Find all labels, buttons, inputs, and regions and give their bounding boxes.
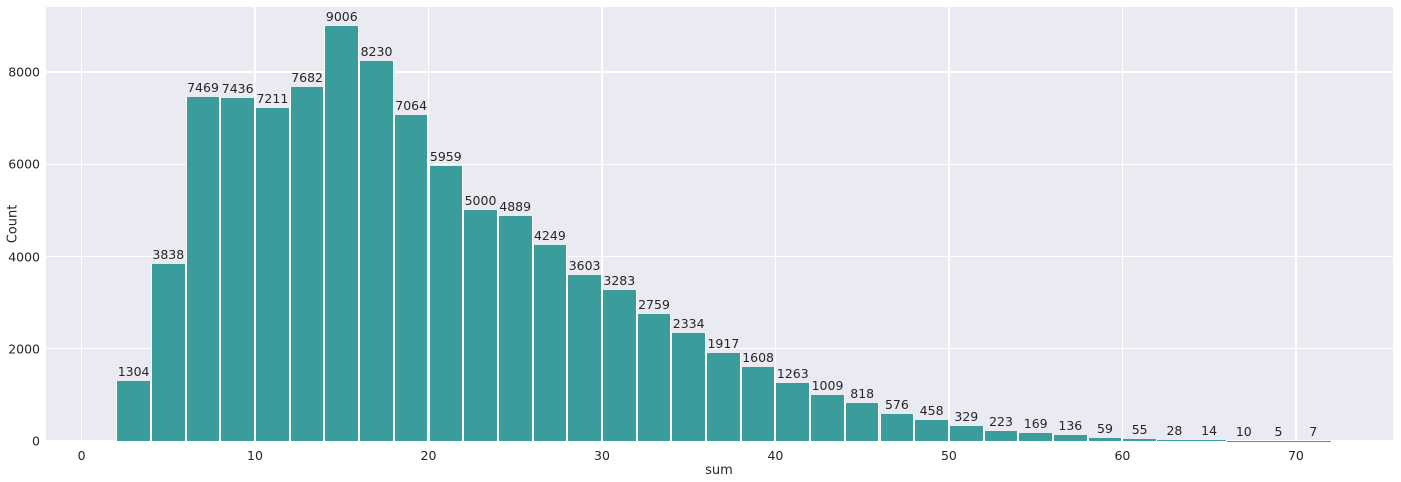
histogram-bar xyxy=(1122,438,1158,441)
bar-value-label: 329 xyxy=(954,408,979,424)
histogram-bar xyxy=(1087,438,1123,441)
histogram-bar xyxy=(1191,440,1227,441)
x-tick-label: 40 xyxy=(767,448,784,463)
histogram-bar xyxy=(289,86,325,441)
histogram-bar xyxy=(393,115,429,441)
bar-value-label: 3603 xyxy=(568,257,601,273)
bar-value-label: 458 xyxy=(919,402,944,418)
bar-value-label: 7 xyxy=(1309,423,1318,439)
bar-value-label: 8230 xyxy=(360,44,393,60)
y-axis-label: Count xyxy=(5,204,21,244)
bar-value-label: 5959 xyxy=(429,149,462,165)
x-tick-label: 60 xyxy=(1114,448,1131,463)
y-tick-label: 6000 xyxy=(8,156,40,172)
bar-value-label: 4249 xyxy=(533,228,566,243)
x-tick-label: 20 xyxy=(420,448,437,463)
bar-value-label: 4889 xyxy=(499,198,532,214)
bar-value-label: 7469 xyxy=(187,79,219,95)
histogram-bar xyxy=(602,289,637,441)
histogram-bar xyxy=(636,313,672,441)
histogram-bar xyxy=(324,25,360,441)
histogram-bar xyxy=(567,274,602,441)
histogram-bar xyxy=(740,366,776,441)
bar-value-label: 3838 xyxy=(152,247,185,262)
bar-value-label: 1263 xyxy=(776,365,809,381)
bar-value-label: 28 xyxy=(1166,422,1183,438)
histogram-bar xyxy=(810,394,845,441)
histogram-bar xyxy=(532,245,568,441)
histogram-bar xyxy=(706,352,741,441)
histogram-bar xyxy=(1157,439,1192,441)
histogram-bar xyxy=(116,380,151,441)
histogram-bar xyxy=(983,430,1019,441)
histogram-bar xyxy=(463,210,498,441)
bar-value-label: 223 xyxy=(989,413,1013,429)
histogram-bar xyxy=(497,215,533,441)
histogram-bar xyxy=(1018,433,1053,441)
y-tick-label: 8000 xyxy=(8,64,40,80)
y-tick-label: 4000 xyxy=(8,249,40,264)
histogram-bar xyxy=(150,264,186,441)
histogram-bar xyxy=(255,108,290,441)
bar-value-label: 7064 xyxy=(395,98,428,114)
bar-value-label: 169 xyxy=(1023,416,1048,432)
histogram-bar xyxy=(185,96,221,441)
histogram-bar xyxy=(948,425,984,441)
bar-value-label: 1917 xyxy=(707,335,740,351)
y-tick-label: 0 xyxy=(32,433,40,449)
histogram-bar xyxy=(844,403,880,441)
histogram-bar xyxy=(359,61,394,441)
y-tick-label: 2000 xyxy=(8,341,40,357)
x-tick-label: 50 xyxy=(940,448,957,463)
bar-value-label: 2759 xyxy=(638,296,670,312)
bar-value-label: 576 xyxy=(884,397,909,413)
bar-value-label: 1304 xyxy=(117,363,150,379)
histogram-bar xyxy=(671,333,707,441)
x-tick-label: 10 xyxy=(247,448,263,463)
bar-value-label: 136 xyxy=(1058,417,1083,433)
histogram-bar xyxy=(879,414,915,441)
bar-value-label: 1009 xyxy=(811,377,844,393)
bar-value-label: 10 xyxy=(1235,423,1252,439)
bar-value-label: 7211 xyxy=(256,91,289,107)
histogram-bar xyxy=(1053,434,1088,441)
histogram-bar xyxy=(428,166,464,441)
bar-value-label: 59 xyxy=(1097,421,1113,437)
bar-value-label: 9006 xyxy=(325,8,358,24)
x-axis-label: sum xyxy=(705,463,733,478)
bar-value-label: 14 xyxy=(1201,423,1218,439)
bar-value-label: 7682 xyxy=(291,69,323,85)
bar-value-label: 818 xyxy=(850,386,875,402)
histogram-bar xyxy=(1226,440,1262,441)
bar-value-label: 2334 xyxy=(672,316,705,332)
bar-value-label: 7436 xyxy=(221,81,254,96)
bar-value-label: 1608 xyxy=(742,349,774,365)
histogram-bar xyxy=(775,382,811,441)
bar-value-label: 3283 xyxy=(603,272,636,288)
x-tick-label: 0 xyxy=(77,448,86,463)
histogram-bar xyxy=(914,419,949,441)
x-tick-label: 30 xyxy=(594,448,610,463)
bar-value-label: 55 xyxy=(1131,421,1148,437)
histogram-bar xyxy=(220,98,255,441)
bar-value-label: 5 xyxy=(1274,423,1283,439)
bar-value-label: 5000 xyxy=(464,193,497,209)
x-tick-label: 70 xyxy=(1287,448,1304,463)
